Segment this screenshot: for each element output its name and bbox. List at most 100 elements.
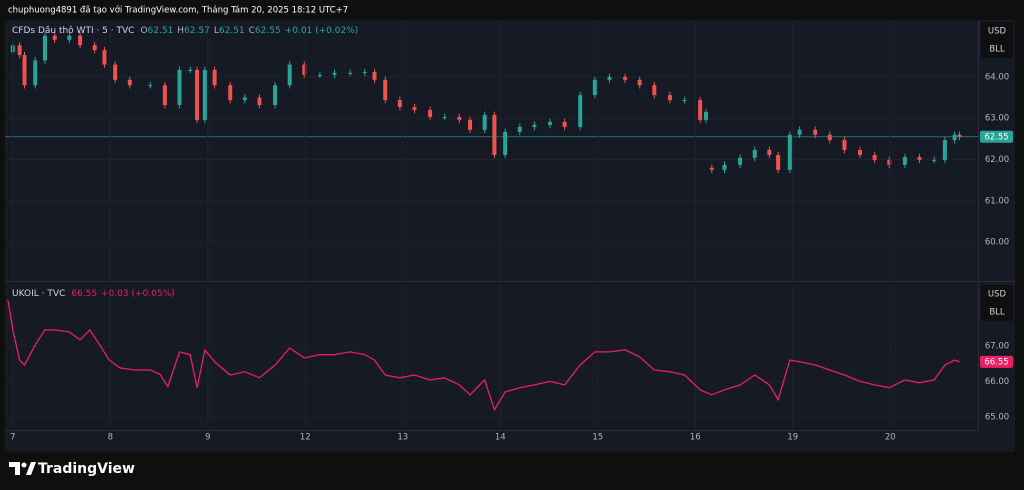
candle-body xyxy=(102,50,107,65)
unit: USD xyxy=(988,27,1007,37)
candle-body xyxy=(813,129,818,135)
candle-body xyxy=(92,45,97,51)
candle-body xyxy=(188,69,193,71)
candle-body xyxy=(242,97,247,101)
candle-body xyxy=(177,69,182,106)
c-label: C xyxy=(249,26,255,36)
x-tick-label: 16 xyxy=(690,433,701,443)
y-tick-label: 62.00 xyxy=(985,155,1009,165)
candle-body xyxy=(273,85,278,106)
candle-body xyxy=(637,79,642,86)
candle-body xyxy=(682,100,687,102)
x-tick-label: 7 xyxy=(10,433,15,443)
candle-body xyxy=(738,157,743,165)
unit-box xyxy=(981,285,1013,321)
candle-body xyxy=(317,74,322,76)
change: +0.03 (+0.05%) xyxy=(101,289,175,299)
candle-body xyxy=(578,95,583,127)
candle-body xyxy=(52,35,57,40)
y-tick-label: 66.00 xyxy=(985,377,1009,387)
candle-body xyxy=(872,154,877,160)
candle-body xyxy=(468,119,473,130)
candle-body xyxy=(767,150,772,155)
y-tick-label: 63.00 xyxy=(985,114,1009,124)
candle-body xyxy=(842,140,847,150)
marks: 60.00 61.00 62.00 63.00 64.00 62.55 65.00 66.00… xyxy=(5,20,1013,443)
candle-body xyxy=(457,116,462,120)
candle-body xyxy=(957,134,962,137)
candle-body xyxy=(78,35,83,46)
candle-body xyxy=(592,79,597,96)
candle-body xyxy=(127,79,132,86)
candle-body xyxy=(623,76,628,80)
l-label: L xyxy=(214,26,219,36)
candle-body xyxy=(348,72,353,74)
candle-body xyxy=(562,121,567,127)
candle-body xyxy=(362,72,367,73)
candle-body xyxy=(917,157,922,160)
h-value: 62.57 xyxy=(184,26,210,36)
candle-body xyxy=(902,157,907,165)
x-tick-label: 15 xyxy=(592,433,603,443)
candle-body xyxy=(162,85,167,106)
candle-body xyxy=(202,69,207,120)
chart-panel xyxy=(5,20,1015,452)
candle-body xyxy=(113,64,118,80)
candle-body xyxy=(607,76,612,80)
candle-body xyxy=(287,64,292,86)
x-tick-label: 20 xyxy=(885,433,896,443)
brand-logo xyxy=(9,462,36,475)
y-tick-label: 61.00 xyxy=(985,196,1009,206)
candle-body xyxy=(703,112,708,120)
y-tick-label: 60.00 xyxy=(985,238,1009,248)
symbol: UKOIL · TVC xyxy=(12,289,65,299)
candle-body xyxy=(547,121,552,125)
candle-body xyxy=(412,107,417,110)
candle-body xyxy=(332,72,337,75)
candle-body xyxy=(532,124,537,127)
candle-body xyxy=(228,85,233,101)
price-badge-label: 62.55 xyxy=(984,132,1008,142)
price-badge xyxy=(980,130,1013,143)
candle-body xyxy=(709,167,714,170)
change: +0.01 (+0.02%) xyxy=(285,26,359,36)
candle-body xyxy=(17,45,22,56)
candle-body xyxy=(383,79,388,101)
c-value: 62.55 xyxy=(255,26,281,36)
o-label: O xyxy=(140,26,147,36)
unit: BLL xyxy=(989,45,1005,55)
candle-body xyxy=(442,116,447,118)
x-tick-label: 8 xyxy=(108,433,113,443)
o-value: 62.51 xyxy=(148,26,174,36)
l-value: 62.51 xyxy=(219,26,245,36)
candle-body xyxy=(827,134,832,141)
candle-body xyxy=(195,69,200,120)
candle-body xyxy=(67,35,72,40)
last-value: 66.55 xyxy=(71,289,97,299)
x-tick-label: 13 xyxy=(397,433,408,443)
candle-body xyxy=(667,95,672,101)
candle-body xyxy=(698,100,703,120)
candle-body xyxy=(428,109,433,117)
unit-box xyxy=(981,22,1013,58)
legend-bottom: UKOIL · TVC 66.55 +0.03 (+0.05%) xyxy=(12,289,175,299)
watermark: chuphuong4891 đã tạo với TradingView.com… xyxy=(8,5,348,16)
y-tick-label: 67.00 xyxy=(985,341,1009,351)
x-tick-label: 14 xyxy=(495,433,506,443)
unit: BLL xyxy=(989,308,1005,318)
unit: USD xyxy=(988,290,1007,300)
candle-body xyxy=(517,126,522,132)
candle-body xyxy=(776,154,781,170)
x-tick-label: 12 xyxy=(300,433,311,443)
candle-body xyxy=(858,150,863,155)
candle-body xyxy=(397,100,402,108)
candle-body xyxy=(257,97,262,106)
candle-body xyxy=(148,85,153,87)
symbol: CFDs Dầu thô WTI · 5 · TVC xyxy=(12,25,134,36)
candle-body xyxy=(492,114,497,155)
y-tick-label: 64.00 xyxy=(985,72,1009,82)
candle-body xyxy=(302,64,307,75)
candle-body xyxy=(932,159,937,161)
candle-body xyxy=(952,134,957,141)
